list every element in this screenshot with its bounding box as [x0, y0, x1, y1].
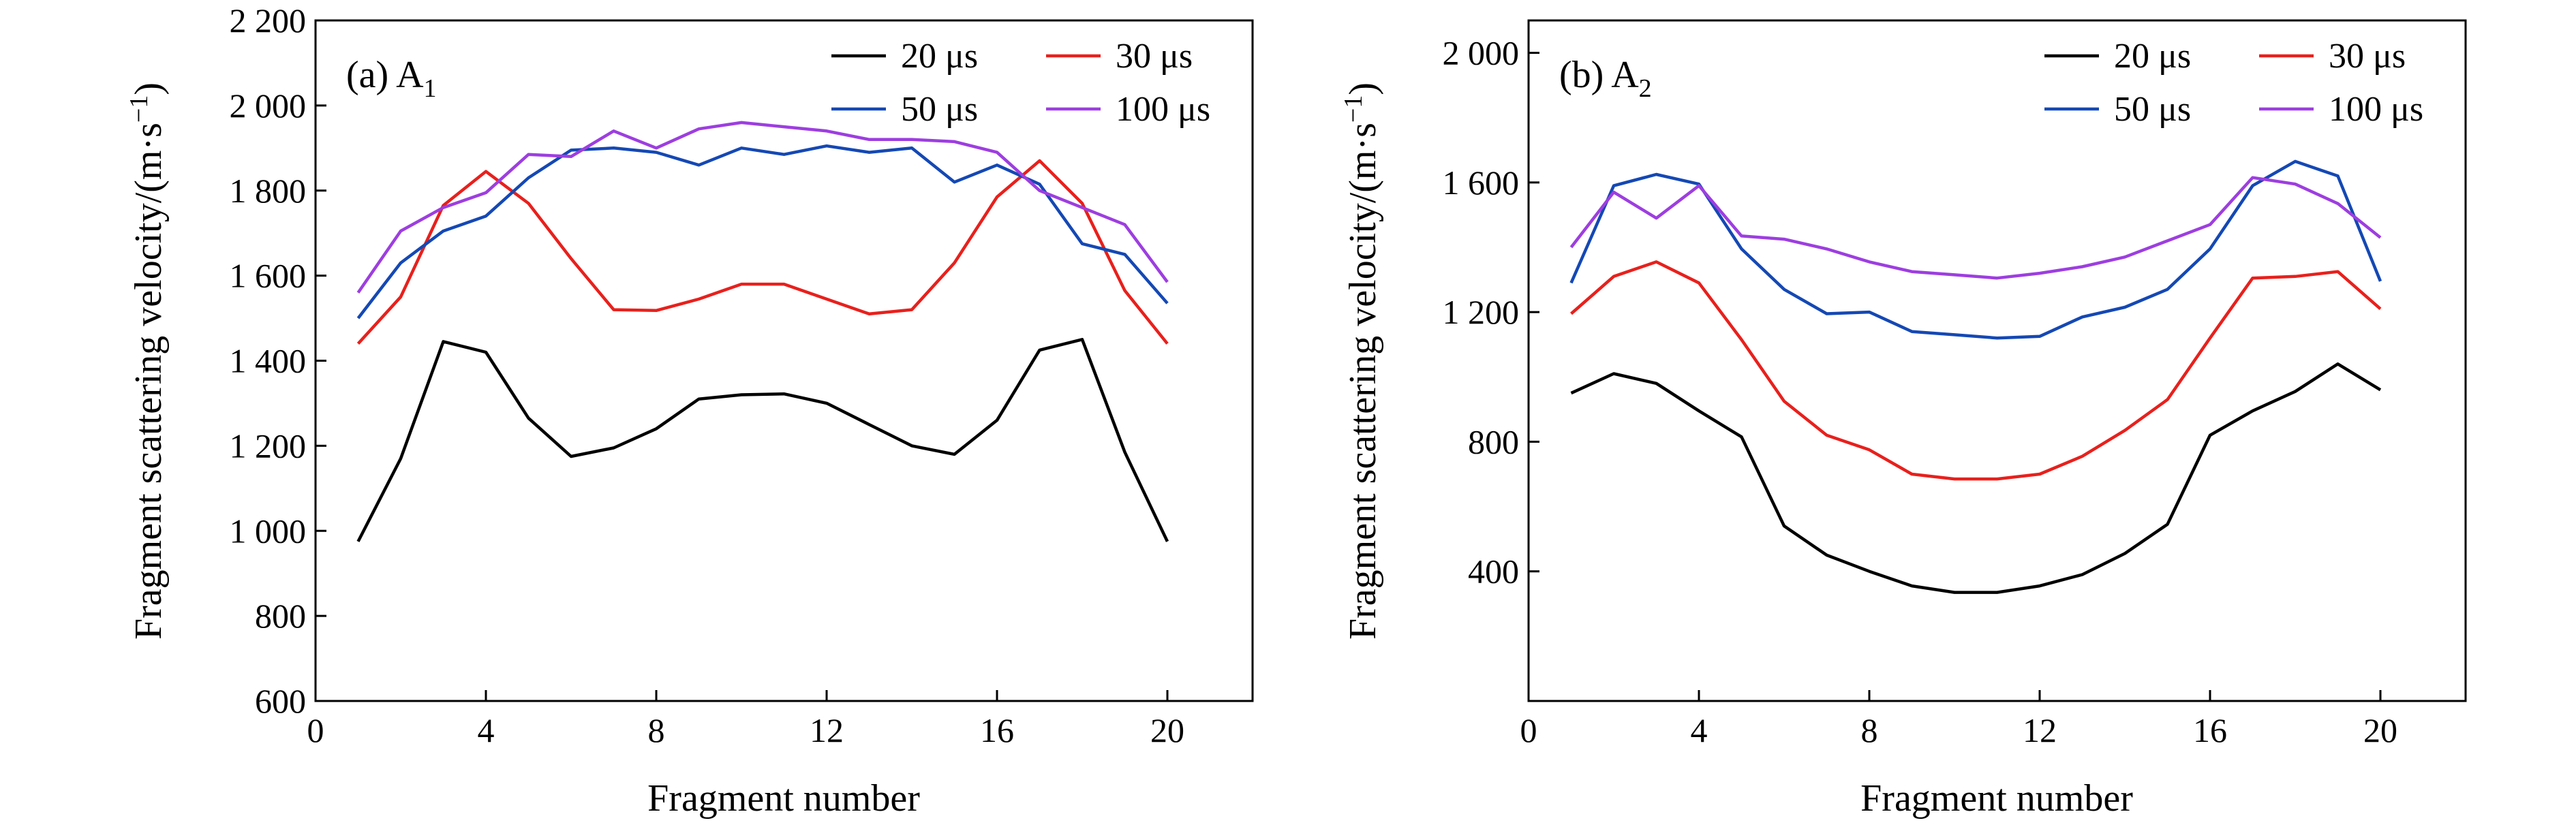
y-tick-label: 1 800 — [230, 172, 307, 210]
x-tick-label: 20 — [1150, 711, 1184, 749]
y-tick-label: 800 — [255, 597, 306, 635]
legend: 20 μs 30 μs 50 μs 100 μs — [831, 37, 1210, 129]
y-axis-title: Fragment scattering velocity/(m·s−1) — [125, 82, 170, 640]
x-tick-label: 4 — [478, 711, 495, 749]
legend-label: 100 μs — [2329, 90, 2423, 129]
axis-ticks — [1527, 52, 2382, 701]
legend: 20 μs 30 μs 50 μs 100 μs — [2044, 37, 2423, 129]
y-tick-label: 2 000 — [230, 87, 307, 125]
legend-label: 30 μs — [1116, 37, 1193, 76]
y-tick-label: 2 200 — [230, 1, 307, 40]
y-tick-label: 1 200 — [230, 426, 307, 465]
axis-tick-labels: 0 4 8 12 16 20 400 800 1 200 1 600 2 000 — [1443, 34, 2398, 749]
chart-panel-b: 0 4 8 12 16 20 400 800 1 200 1 600 2 000 (b) A2 Fr… — [1339, 19, 2467, 820]
series-line — [356, 159, 1169, 345]
y-tick-label: 1 400 — [230, 342, 307, 380]
series-line — [1569, 176, 2382, 280]
series-line — [1569, 159, 2382, 340]
series-line — [356, 338, 1169, 542]
series-lines — [356, 121, 1169, 542]
x-tick-label: 8 — [648, 711, 665, 749]
x-tick-label: 16 — [2193, 711, 2227, 749]
x-axis-title: Fragment number — [1860, 777, 2133, 820]
y-tick-label: 1 000 — [230, 512, 307, 550]
series-line — [356, 144, 1169, 319]
x-tick-label: 4 — [1691, 711, 1708, 749]
axis-tick-labels: 0 4 8 12 16 20 600 800 1 000 1 200 1 400 1 600 1 800… — [230, 1, 1185, 749]
y-axis-title: Fragment scattering velocity/(m·s−1) — [1339, 82, 1384, 640]
y-tick-label: 2 000 — [1443, 34, 1520, 72]
y-tick-label: 1 200 — [1443, 293, 1520, 331]
x-tick-label: 16 — [980, 711, 1014, 749]
series-line — [356, 121, 1169, 294]
plot-frame — [314, 19, 1254, 702]
x-tick-label: 12 — [2023, 711, 2057, 749]
series-lines — [1569, 159, 2382, 594]
plot-frame — [1527, 19, 2467, 702]
axis-ticks — [314, 19, 1169, 702]
panel-label: (b) A2 — [1559, 54, 1652, 103]
x-tick-label: 20 — [2363, 711, 2397, 749]
x-axis-title: Fragment number — [647, 777, 920, 820]
chart-panel-a: 0 4 8 12 16 20 600 800 1 000 1 200 1 400 1 600 1 800… — [125, 1, 1254, 820]
legend-label: 50 μs — [2114, 90, 2191, 129]
x-tick-label: 12 — [810, 711, 844, 749]
x-tick-label: 8 — [1861, 711, 1878, 749]
x-tick-label: 0 — [1520, 711, 1537, 749]
panel-label: (a) A1 — [346, 54, 437, 103]
y-tick-label: 400 — [1468, 552, 1519, 591]
y-tick-label: 800 — [1468, 422, 1519, 461]
legend-label: 100 μs — [1116, 90, 1210, 129]
legend-label: 30 μs — [2329, 37, 2406, 76]
y-tick-label: 1 600 — [230, 257, 307, 295]
x-tick-label: 0 — [307, 711, 324, 749]
legend-label: 50 μs — [901, 90, 978, 129]
legend-label: 20 μs — [901, 37, 978, 76]
series-line — [1570, 362, 2382, 594]
y-tick-label: 600 — [255, 682, 306, 720]
series-line — [1570, 260, 2382, 481]
legend-label: 20 μs — [2114, 37, 2191, 76]
y-tick-label: 1 600 — [1443, 163, 1520, 202]
